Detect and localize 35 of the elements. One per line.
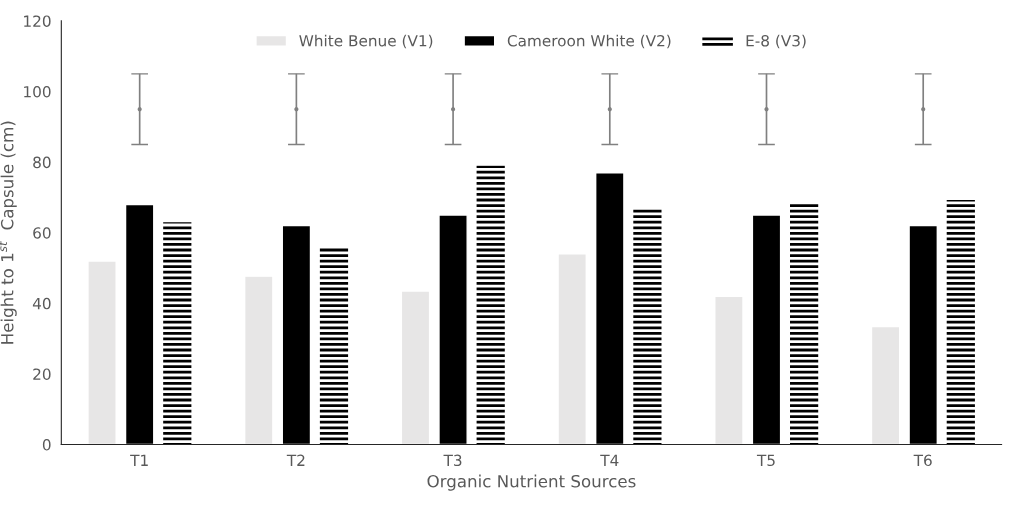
y-tick-label: 80 xyxy=(33,156,51,169)
x-tick-label: T1 xyxy=(130,454,148,466)
y-tick-label: 60 xyxy=(33,227,51,239)
bar xyxy=(751,214,782,445)
bar xyxy=(908,224,939,445)
bar xyxy=(790,202,819,445)
bar xyxy=(946,199,975,445)
x-tick-label: T2 xyxy=(286,454,305,466)
bar xyxy=(243,275,274,445)
y-tick-label: 20 xyxy=(33,368,51,380)
bar xyxy=(163,222,192,445)
legend-label: Cameroon White (V2) xyxy=(507,34,671,49)
bar xyxy=(633,208,662,445)
bar xyxy=(281,224,312,445)
x-axis-title: Organic Nutrient Sources xyxy=(427,474,636,491)
bar xyxy=(594,172,625,445)
bar xyxy=(557,253,587,445)
x-tick-label: T4 xyxy=(600,454,619,466)
x-tick-label: T5 xyxy=(756,454,775,467)
x-tick-label: T3 xyxy=(443,454,462,467)
bar xyxy=(714,295,744,445)
y-tick-label: 0 xyxy=(42,439,51,451)
bar xyxy=(400,290,431,445)
y-tick-label: 120 xyxy=(24,15,51,27)
y-tick-label: 100 xyxy=(24,85,51,98)
legend-label: White Benue (V1) xyxy=(299,34,433,49)
legend-label: E-8 (V3) xyxy=(746,34,806,49)
bar xyxy=(870,325,901,445)
x-tick-label: T6 xyxy=(913,454,932,467)
bar xyxy=(87,260,117,445)
y-tick-label: 40 xyxy=(32,297,51,310)
bar xyxy=(438,214,468,445)
bar xyxy=(476,165,505,445)
bar xyxy=(319,246,349,445)
bar xyxy=(124,203,155,445)
